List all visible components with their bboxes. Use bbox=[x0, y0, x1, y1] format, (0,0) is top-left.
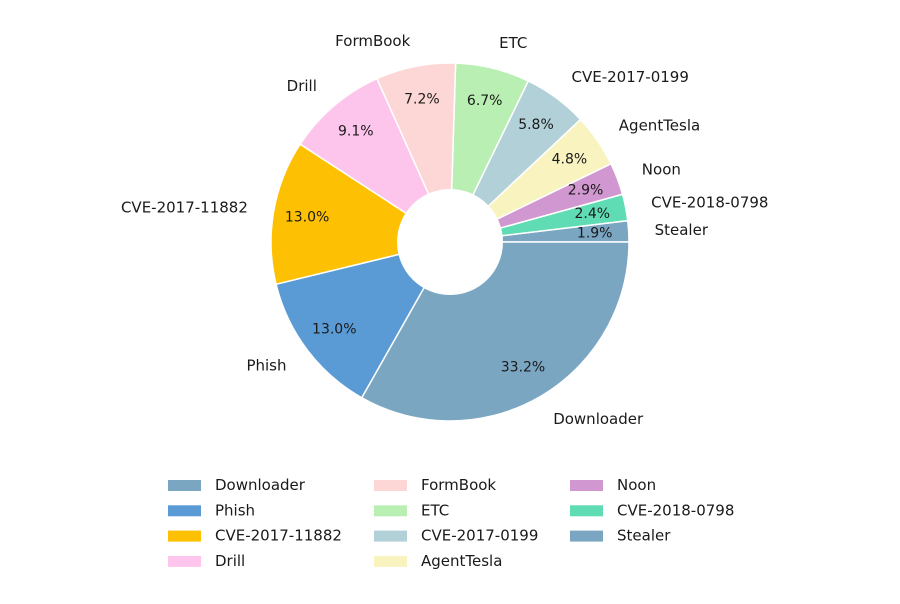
legend-item-stealer: Stealer bbox=[570, 527, 671, 545]
legend-swatch-stealer bbox=[570, 530, 603, 542]
legend-swatch-phish bbox=[168, 505, 201, 517]
percent-labels: 1.9% 2.4% 2.9% 4.8% 5.8% 6.7% 7.2% 9.1% 13.0% 13.… bbox=[285, 92, 613, 376]
legend-item-cve-2017-0199: CVE-2017-0199 bbox=[374, 527, 538, 545]
percent-label-downloader: 33.2% bbox=[501, 359, 545, 375]
legend-item-drill: Drill bbox=[168, 552, 245, 570]
legend-item-agenttesla: AgentTesla bbox=[374, 552, 502, 570]
legend-label-phish: Phish bbox=[215, 501, 255, 519]
slice-name-formbook: FormBook bbox=[335, 32, 410, 50]
legend-item-phish: Phish bbox=[168, 501, 255, 519]
legend-label-cve-2017-0199: CVE-2017-0199 bbox=[421, 527, 538, 545]
legend-label-etc: ETC bbox=[421, 501, 449, 519]
legend-item-cve-2017-11882: CVE-2017-11882 bbox=[168, 527, 342, 545]
legend-label-cve-2017-11882: CVE-2017-11882 bbox=[215, 527, 342, 545]
percent-label-formbook: 7.2% bbox=[404, 92, 440, 108]
slice-name-downloader: Downloader bbox=[553, 410, 644, 428]
legend-swatch-cve-2018-0798 bbox=[570, 505, 603, 517]
percent-label-drill: 9.1% bbox=[338, 124, 374, 140]
slice-name-cve-2017-11882: CVE-2017-11882 bbox=[121, 198, 248, 216]
legend-item-downloader: Downloader bbox=[168, 476, 306, 494]
slice-name-noon: Noon bbox=[642, 161, 681, 179]
slice-name-labels: Stealer CVE-2018-0798 Noon AgentTesla CVE-20… bbox=[121, 32, 769, 428]
legend-item-etc: ETC bbox=[374, 501, 449, 519]
slice-drill bbox=[299, 77, 452, 245]
percent-label-cve-2017-11882: 13.0% bbox=[285, 210, 329, 226]
percent-label-cve-2017-0199: 5.8% bbox=[518, 117, 554, 133]
legend-label-stealer: Stealer bbox=[617, 527, 671, 545]
legend-swatch-formbook bbox=[374, 480, 407, 491]
legend-item-cve-2018-0798: CVE-2018-0798 bbox=[570, 501, 734, 519]
legend-swatch-agenttesla bbox=[374, 555, 407, 567]
slice-name-drill: Drill bbox=[287, 77, 317, 95]
percent-label-etc: 6.7% bbox=[467, 93, 503, 109]
slice-name-stealer: Stealer bbox=[655, 221, 709, 239]
legend-item-noon: Noon bbox=[570, 476, 656, 494]
legend-label-drill: Drill bbox=[215, 552, 245, 570]
slice-name-etc: ETC bbox=[499, 34, 527, 52]
legend: Downloader Phish CVE-2017-11882 Drill FormBo… bbox=[168, 476, 734, 570]
slice-name-cve-2018-0798: CVE-2018-0798 bbox=[651, 193, 768, 211]
slice-name-agenttesla: AgentTesla bbox=[619, 117, 700, 135]
percent-label-noon: 2.9% bbox=[568, 183, 604, 199]
slice-name-phish: Phish bbox=[246, 357, 286, 375]
legend-swatch-downloader bbox=[168, 480, 201, 491]
legend-item-formbook: FormBook bbox=[374, 476, 496, 494]
legend-swatch-cve-2017-0199 bbox=[374, 530, 407, 542]
legend-label-agenttesla: AgentTesla bbox=[421, 552, 502, 570]
legend-label-formbook: FormBook bbox=[421, 476, 496, 494]
legend-swatch-cve-2017-11882 bbox=[168, 530, 201, 542]
legend-label-noon: Noon bbox=[617, 476, 656, 494]
legend-label-cve-2018-0798: CVE-2018-0798 bbox=[617, 501, 734, 519]
slice-name-cve-2017-0199: CVE-2017-0199 bbox=[572, 68, 689, 86]
percent-label-agenttesla: 4.8% bbox=[552, 152, 588, 168]
legend-swatch-drill bbox=[168, 555, 201, 567]
percent-label-phish: 13.0% bbox=[312, 321, 356, 337]
legend-swatch-etc bbox=[374, 505, 407, 517]
percent-label-cve-2018-0798: 2.4% bbox=[575, 206, 611, 222]
legend-swatch-noon bbox=[570, 480, 603, 491]
legend-label-downloader: Downloader bbox=[215, 476, 306, 494]
donut-hole bbox=[397, 189, 503, 295]
percent-label-stealer: 1.9% bbox=[577, 225, 613, 241]
slice-phish bbox=[275, 240, 452, 399]
